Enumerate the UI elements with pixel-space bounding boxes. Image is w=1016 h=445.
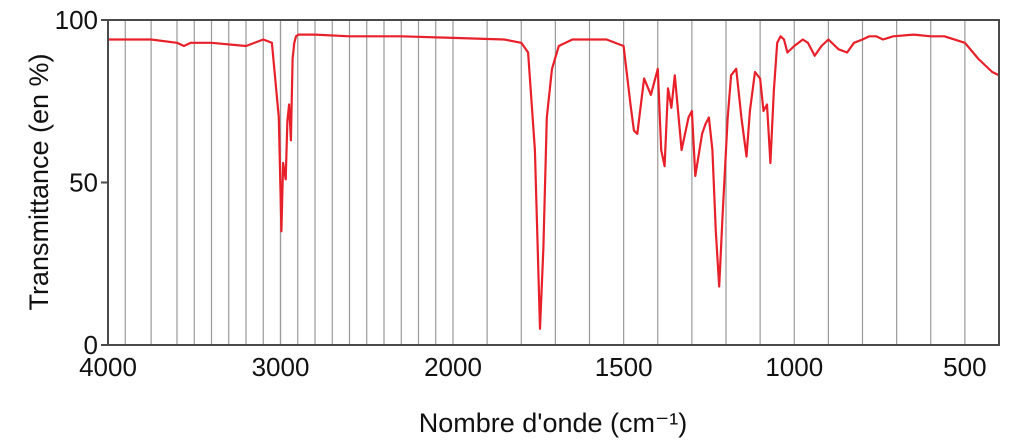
x-tick-label: 3000 (252, 352, 310, 382)
transmittance-trace (108, 33, 1000, 330)
y-axis-ticks: 0 50 100 (55, 5, 108, 360)
x-axis-title: Nombre d'onde (cm⁻¹) (419, 408, 687, 438)
vertical-grid (124, 20, 966, 345)
y-tick-label: 100 (55, 5, 98, 35)
y-tick-label: 50 (69, 168, 98, 198)
plot-background (108, 20, 999, 345)
y-tick-label: 0 (84, 330, 98, 360)
x-tick-label: 4000 (79, 352, 137, 382)
y-axis-title: Transmittance (en %) (24, 53, 54, 310)
x-tick-label: 1500 (595, 352, 653, 382)
x-tick-label: 1000 (765, 352, 823, 382)
x-tick-label: 2000 (424, 352, 482, 382)
x-tick-label: 500 (943, 352, 986, 382)
x-axis-ticks: 4000 3000 2000 1500 1000 500 (79, 352, 986, 382)
